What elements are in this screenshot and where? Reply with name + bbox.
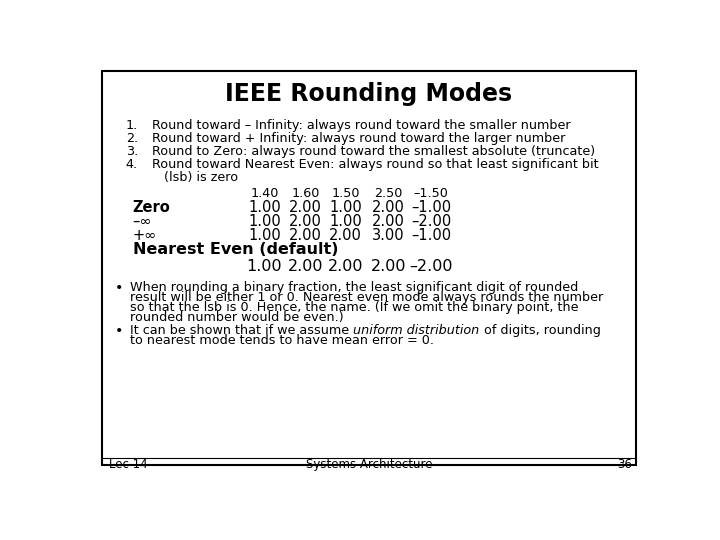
Text: 3.00: 3.00: [372, 228, 405, 243]
Text: 2.00: 2.00: [328, 259, 364, 274]
Text: 1.00: 1.00: [248, 214, 281, 229]
Text: 36: 36: [618, 458, 632, 471]
Text: 1.00: 1.00: [329, 214, 362, 229]
Text: of digits, rounding: of digits, rounding: [480, 325, 600, 338]
Text: 2.00: 2.00: [289, 200, 322, 215]
Text: –∞: –∞: [132, 214, 152, 229]
Text: 2.00: 2.00: [371, 259, 406, 274]
Text: Nearest Even (default): Nearest Even (default): [132, 242, 338, 257]
Text: 2.00: 2.00: [329, 228, 362, 243]
Text: Round toward Nearest Even: always round so that least significant bit: Round toward Nearest Even: always round …: [152, 158, 598, 171]
Text: When rounding a binary fraction, the least significant digit of rounded: When rounding a binary fraction, the lea…: [130, 281, 579, 294]
Text: +∞: +∞: [132, 228, 157, 243]
Text: –2.00: –2.00: [411, 214, 451, 229]
Text: to nearest mode tends to have mean error = 0.: to nearest mode tends to have mean error…: [130, 334, 434, 347]
Text: •: •: [115, 281, 124, 295]
Text: Round to Zero: always round toward the smallest absolute (truncate): Round to Zero: always round toward the s…: [152, 145, 595, 158]
Text: 2.: 2.: [126, 132, 138, 145]
Text: 1.00: 1.00: [329, 200, 362, 215]
Text: 2.00: 2.00: [289, 228, 322, 243]
Text: 2.50: 2.50: [374, 187, 402, 200]
Text: 1.40: 1.40: [250, 187, 279, 200]
Text: (lsb) is zero: (lsb) is zero: [164, 171, 238, 184]
Text: result will be either 1 or 0. Nearest even mode always rounds the number: result will be either 1 or 0. Nearest ev…: [130, 291, 603, 304]
Text: 1.00: 1.00: [248, 200, 281, 215]
Text: rounded number would be even.): rounded number would be even.): [130, 311, 344, 324]
Text: 1.00: 1.00: [248, 228, 281, 243]
Text: Systems Architecture: Systems Architecture: [306, 458, 432, 471]
Text: –2.00: –2.00: [409, 259, 453, 274]
Text: 2.00: 2.00: [372, 200, 405, 215]
Text: Zero: Zero: [132, 200, 171, 215]
Text: –1.50: –1.50: [413, 187, 449, 200]
Text: 2.00: 2.00: [288, 259, 323, 274]
Text: IEEE Rounding Modes: IEEE Rounding Modes: [225, 82, 513, 106]
Text: 1.: 1.: [126, 119, 138, 132]
Text: It can be shown that if we assume: It can be shown that if we assume: [130, 325, 354, 338]
Text: Lec 14: Lec 14: [109, 458, 148, 471]
Text: 3.: 3.: [126, 145, 138, 158]
Text: 2.00: 2.00: [372, 214, 405, 229]
Text: 1.60: 1.60: [292, 187, 320, 200]
Text: –1.00: –1.00: [411, 228, 451, 243]
Text: 1.00: 1.00: [246, 259, 282, 274]
Text: •: •: [115, 325, 124, 338]
Text: 4.: 4.: [126, 158, 138, 171]
Text: 2.00: 2.00: [289, 214, 322, 229]
Text: uniform distribution: uniform distribution: [354, 325, 480, 338]
Text: Round toward – Infinity: always round toward the smaller number: Round toward – Infinity: always round to…: [152, 119, 571, 132]
Text: 1.50: 1.50: [331, 187, 360, 200]
Text: so that the lsb is 0. Hence, the name. (If we omit the binary point, the: so that the lsb is 0. Hence, the name. (…: [130, 301, 579, 314]
Text: Round toward + Infinity: always round toward the larger number: Round toward + Infinity: always round to…: [152, 132, 565, 145]
Text: –1.00: –1.00: [411, 200, 451, 215]
